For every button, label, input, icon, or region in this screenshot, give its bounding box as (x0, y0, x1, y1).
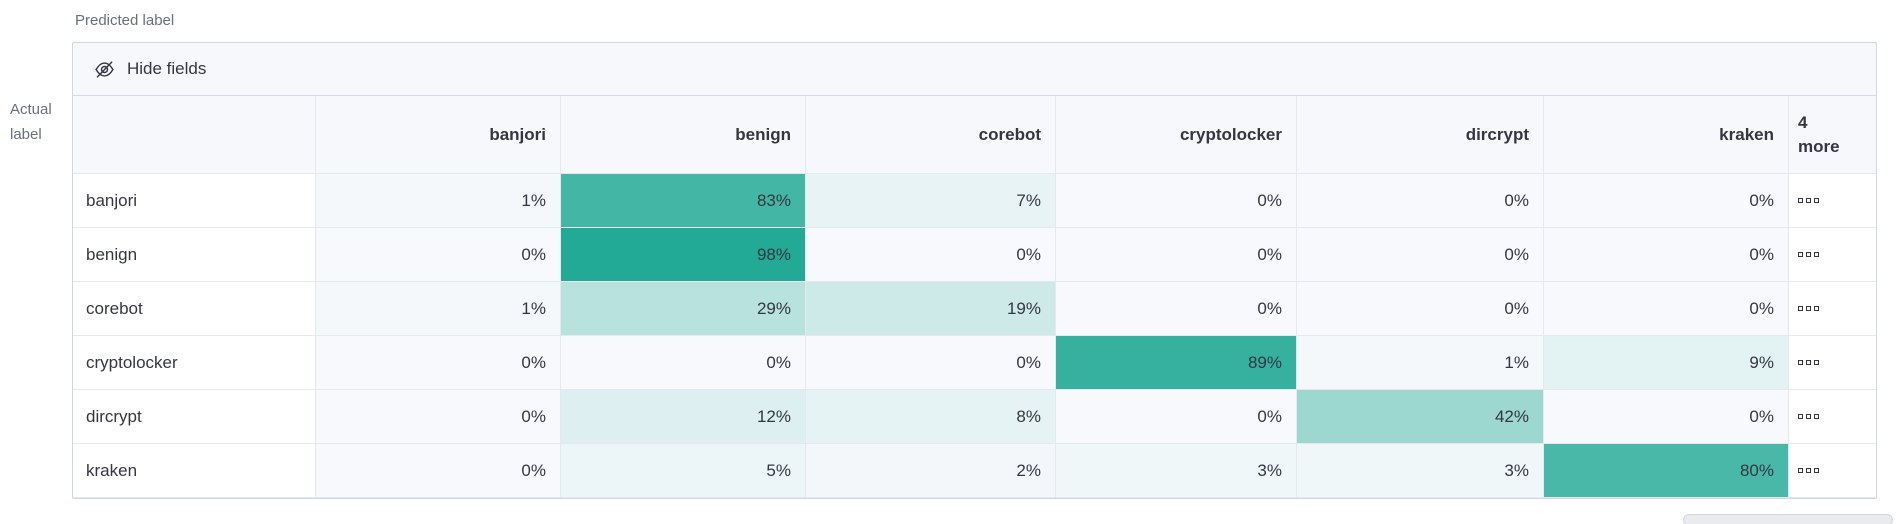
predicted-label: Predicted label (75, 12, 175, 29)
column-header-dircrypt[interactable]: dircrypt (1297, 96, 1544, 174)
column-header-benign[interactable]: benign (561, 96, 806, 174)
cell-corebot-kraken[interactable]: 0% (1544, 282, 1789, 336)
cell-benign-kraken[interactable]: 0% (1544, 228, 1789, 282)
more-actions-cell-corebot[interactable] (1789, 282, 1876, 336)
more-actions-cell-benign[interactable] (1789, 228, 1876, 282)
cell-banjori-kraken[interactable]: 0% (1544, 174, 1789, 228)
hide-fields-label: Hide fields (127, 59, 207, 78)
row-label-benign[interactable]: benign (73, 228, 316, 282)
boxes-horizontal-icon (1798, 360, 1819, 365)
row-label-banjori[interactable]: banjori (73, 174, 316, 228)
cell-kraken-kraken[interactable]: 80% (1544, 444, 1789, 498)
cell-corebot-cryptolocker[interactable]: 0% (1056, 282, 1297, 336)
more-actions-cell-cryptolocker[interactable] (1789, 336, 1876, 390)
cell-banjori-dircrypt[interactable]: 0% (1297, 174, 1544, 228)
cell-kraken-corebot[interactable]: 2% (806, 444, 1056, 498)
confusion-matrix-grid: banjori benign corebot cryptolocker dircrypt… (73, 96, 1876, 498)
column-header-kraken[interactable]: kraken (1544, 96, 1789, 174)
boxes-horizontal-icon (1798, 198, 1819, 203)
cell-cryptolocker-cryptolocker[interactable]: 89% (1056, 336, 1297, 390)
more-actions-cell-kraken[interactable] (1789, 444, 1876, 498)
hide-fields-button[interactable]: Hide fields (73, 43, 1876, 96)
eye-closed-icon (95, 60, 114, 78)
cell-dircrypt-corebot[interactable]: 8% (806, 390, 1056, 444)
actual-label: Actual label (10, 101, 52, 143)
cell-corebot-benign[interactable]: 29% (561, 282, 806, 336)
cell-banjori-corebot[interactable]: 7% (806, 174, 1056, 228)
row-label-corebot[interactable]: corebot (73, 282, 316, 336)
cell-banjori-cryptolocker[interactable]: 0% (1056, 174, 1297, 228)
cell-dircrypt-banjori[interactable]: 0% (316, 390, 561, 444)
column-header-corebot[interactable]: corebot (806, 96, 1056, 174)
row-label-kraken[interactable]: kraken (73, 444, 316, 498)
row-label-cryptolocker[interactable]: cryptolocker (73, 336, 316, 390)
cell-kraken-cryptolocker[interactable]: 3% (1056, 444, 1297, 498)
cell-corebot-corebot[interactable]: 19% (806, 282, 1056, 336)
cell-cryptolocker-banjori[interactable]: 0% (316, 336, 561, 390)
cell-corebot-dircrypt[interactable]: 0% (1297, 282, 1544, 336)
cell-benign-banjori[interactable]: 0% (316, 228, 561, 282)
cell-kraken-banjori[interactable]: 0% (316, 444, 561, 498)
cell-benign-corebot[interactable]: 0% (806, 228, 1056, 282)
cell-banjori-banjori[interactable]: 1% (316, 174, 561, 228)
cell-kraken-dircrypt[interactable]: 3% (1297, 444, 1544, 498)
column-header-cryptolocker[interactable]: cryptolocker (1056, 96, 1297, 174)
cell-kraken-benign[interactable]: 5% (561, 444, 806, 498)
column-header-hidden-columns: 4 more (1789, 96, 1876, 174)
cell-dircrypt-kraken[interactable]: 0% (1544, 390, 1789, 444)
cell-benign-cryptolocker[interactable]: 0% (1056, 228, 1297, 282)
boxes-horizontal-icon (1798, 252, 1819, 257)
more-actions-cell-banjori[interactable] (1789, 174, 1876, 228)
boxes-horizontal-icon (1798, 468, 1819, 473)
cell-cryptolocker-kraken[interactable]: 9% (1544, 336, 1789, 390)
cell-dircrypt-benign[interactable]: 12% (561, 390, 806, 444)
cell-benign-benign[interactable]: 98% (561, 228, 806, 282)
cell-benign-dircrypt[interactable]: 0% (1297, 228, 1544, 282)
row-label-dircrypt[interactable]: dircrypt (73, 390, 316, 444)
cell-cryptolocker-benign[interactable]: 0% (561, 336, 806, 390)
confusion-matrix-panel: Hide fields banjori benign corebot cryptolo… (72, 42, 1877, 499)
horizontal-scrollbar-thumb[interactable] (1683, 514, 1893, 524)
cell-dircrypt-dircrypt[interactable]: 42% (1297, 390, 1544, 444)
boxes-horizontal-icon (1798, 306, 1819, 311)
grid-corner-cell (73, 96, 316, 174)
column-header-banjori[interactable]: banjori (316, 96, 561, 174)
cell-cryptolocker-dircrypt[interactable]: 1% (1297, 336, 1544, 390)
cell-dircrypt-cryptolocker[interactable]: 0% (1056, 390, 1297, 444)
boxes-horizontal-icon (1798, 414, 1819, 419)
cell-banjori-benign[interactable]: 83% (561, 174, 806, 228)
cell-cryptolocker-corebot[interactable]: 0% (806, 336, 1056, 390)
more-actions-cell-dircrypt[interactable] (1789, 390, 1876, 444)
cell-corebot-banjori[interactable]: 1% (316, 282, 561, 336)
